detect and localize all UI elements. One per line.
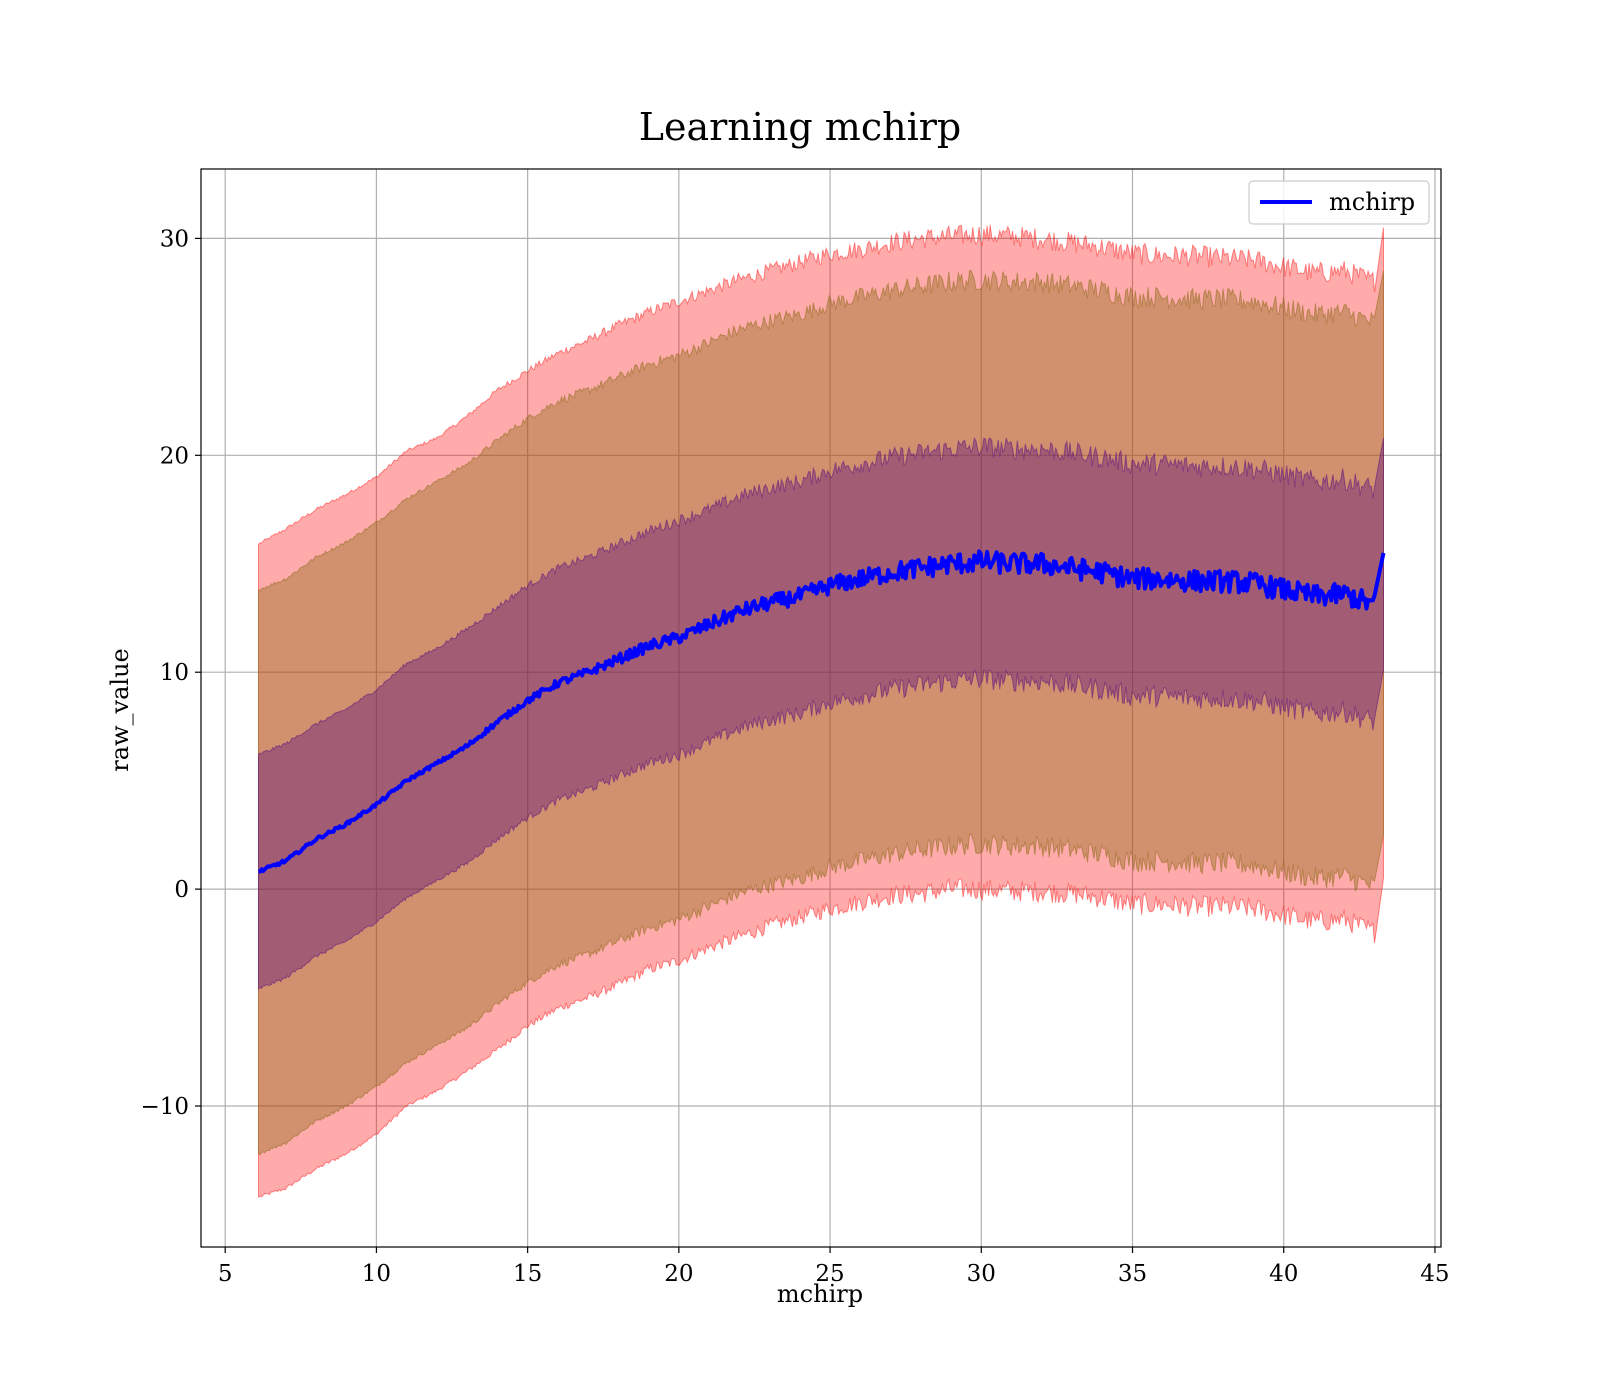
y-axis-label: raw_value xyxy=(106,648,134,772)
x-tick-label: 30 xyxy=(967,1261,996,1287)
series-line-mchirp xyxy=(258,549,1386,874)
legend: mchirp xyxy=(1248,180,1430,225)
plot-frame xyxy=(200,168,1442,1248)
chart-title: Learning mchirp xyxy=(639,105,961,149)
x-tick-label: 25 xyxy=(815,1261,844,1287)
x-tick-label: 40 xyxy=(1269,1261,1298,1287)
x-tick-label: 15 xyxy=(513,1261,542,1287)
x-tick-label: 5 xyxy=(218,1261,233,1287)
x-tick-label: 35 xyxy=(1118,1261,1147,1287)
tick-layer: 5 10 15 20 25 30 35 40 45 −10 0 10 20 30 xyxy=(140,226,1449,1287)
y-tick-label: 0 xyxy=(174,877,189,903)
band-layer xyxy=(258,224,1384,1199)
band-middle xyxy=(258,269,1384,1156)
grid-layer xyxy=(201,169,1441,1247)
y-tick-label: 30 xyxy=(160,226,189,252)
y-tick-label: 20 xyxy=(160,443,189,469)
y-tick-label: −10 xyxy=(140,1094,189,1120)
y-tick-label: 10 xyxy=(160,660,189,686)
x-tick-label: 45 xyxy=(1420,1261,1449,1287)
legend-box xyxy=(1248,180,1430,225)
x-tick-label: 20 xyxy=(664,1261,693,1287)
series-layer xyxy=(258,549,1386,874)
band-outer xyxy=(258,224,1384,1199)
x-axis-label: mchirp xyxy=(777,1280,863,1308)
legend-label-mchirp: mchirp xyxy=(1329,188,1415,216)
x-tick-label: 10 xyxy=(362,1261,391,1287)
